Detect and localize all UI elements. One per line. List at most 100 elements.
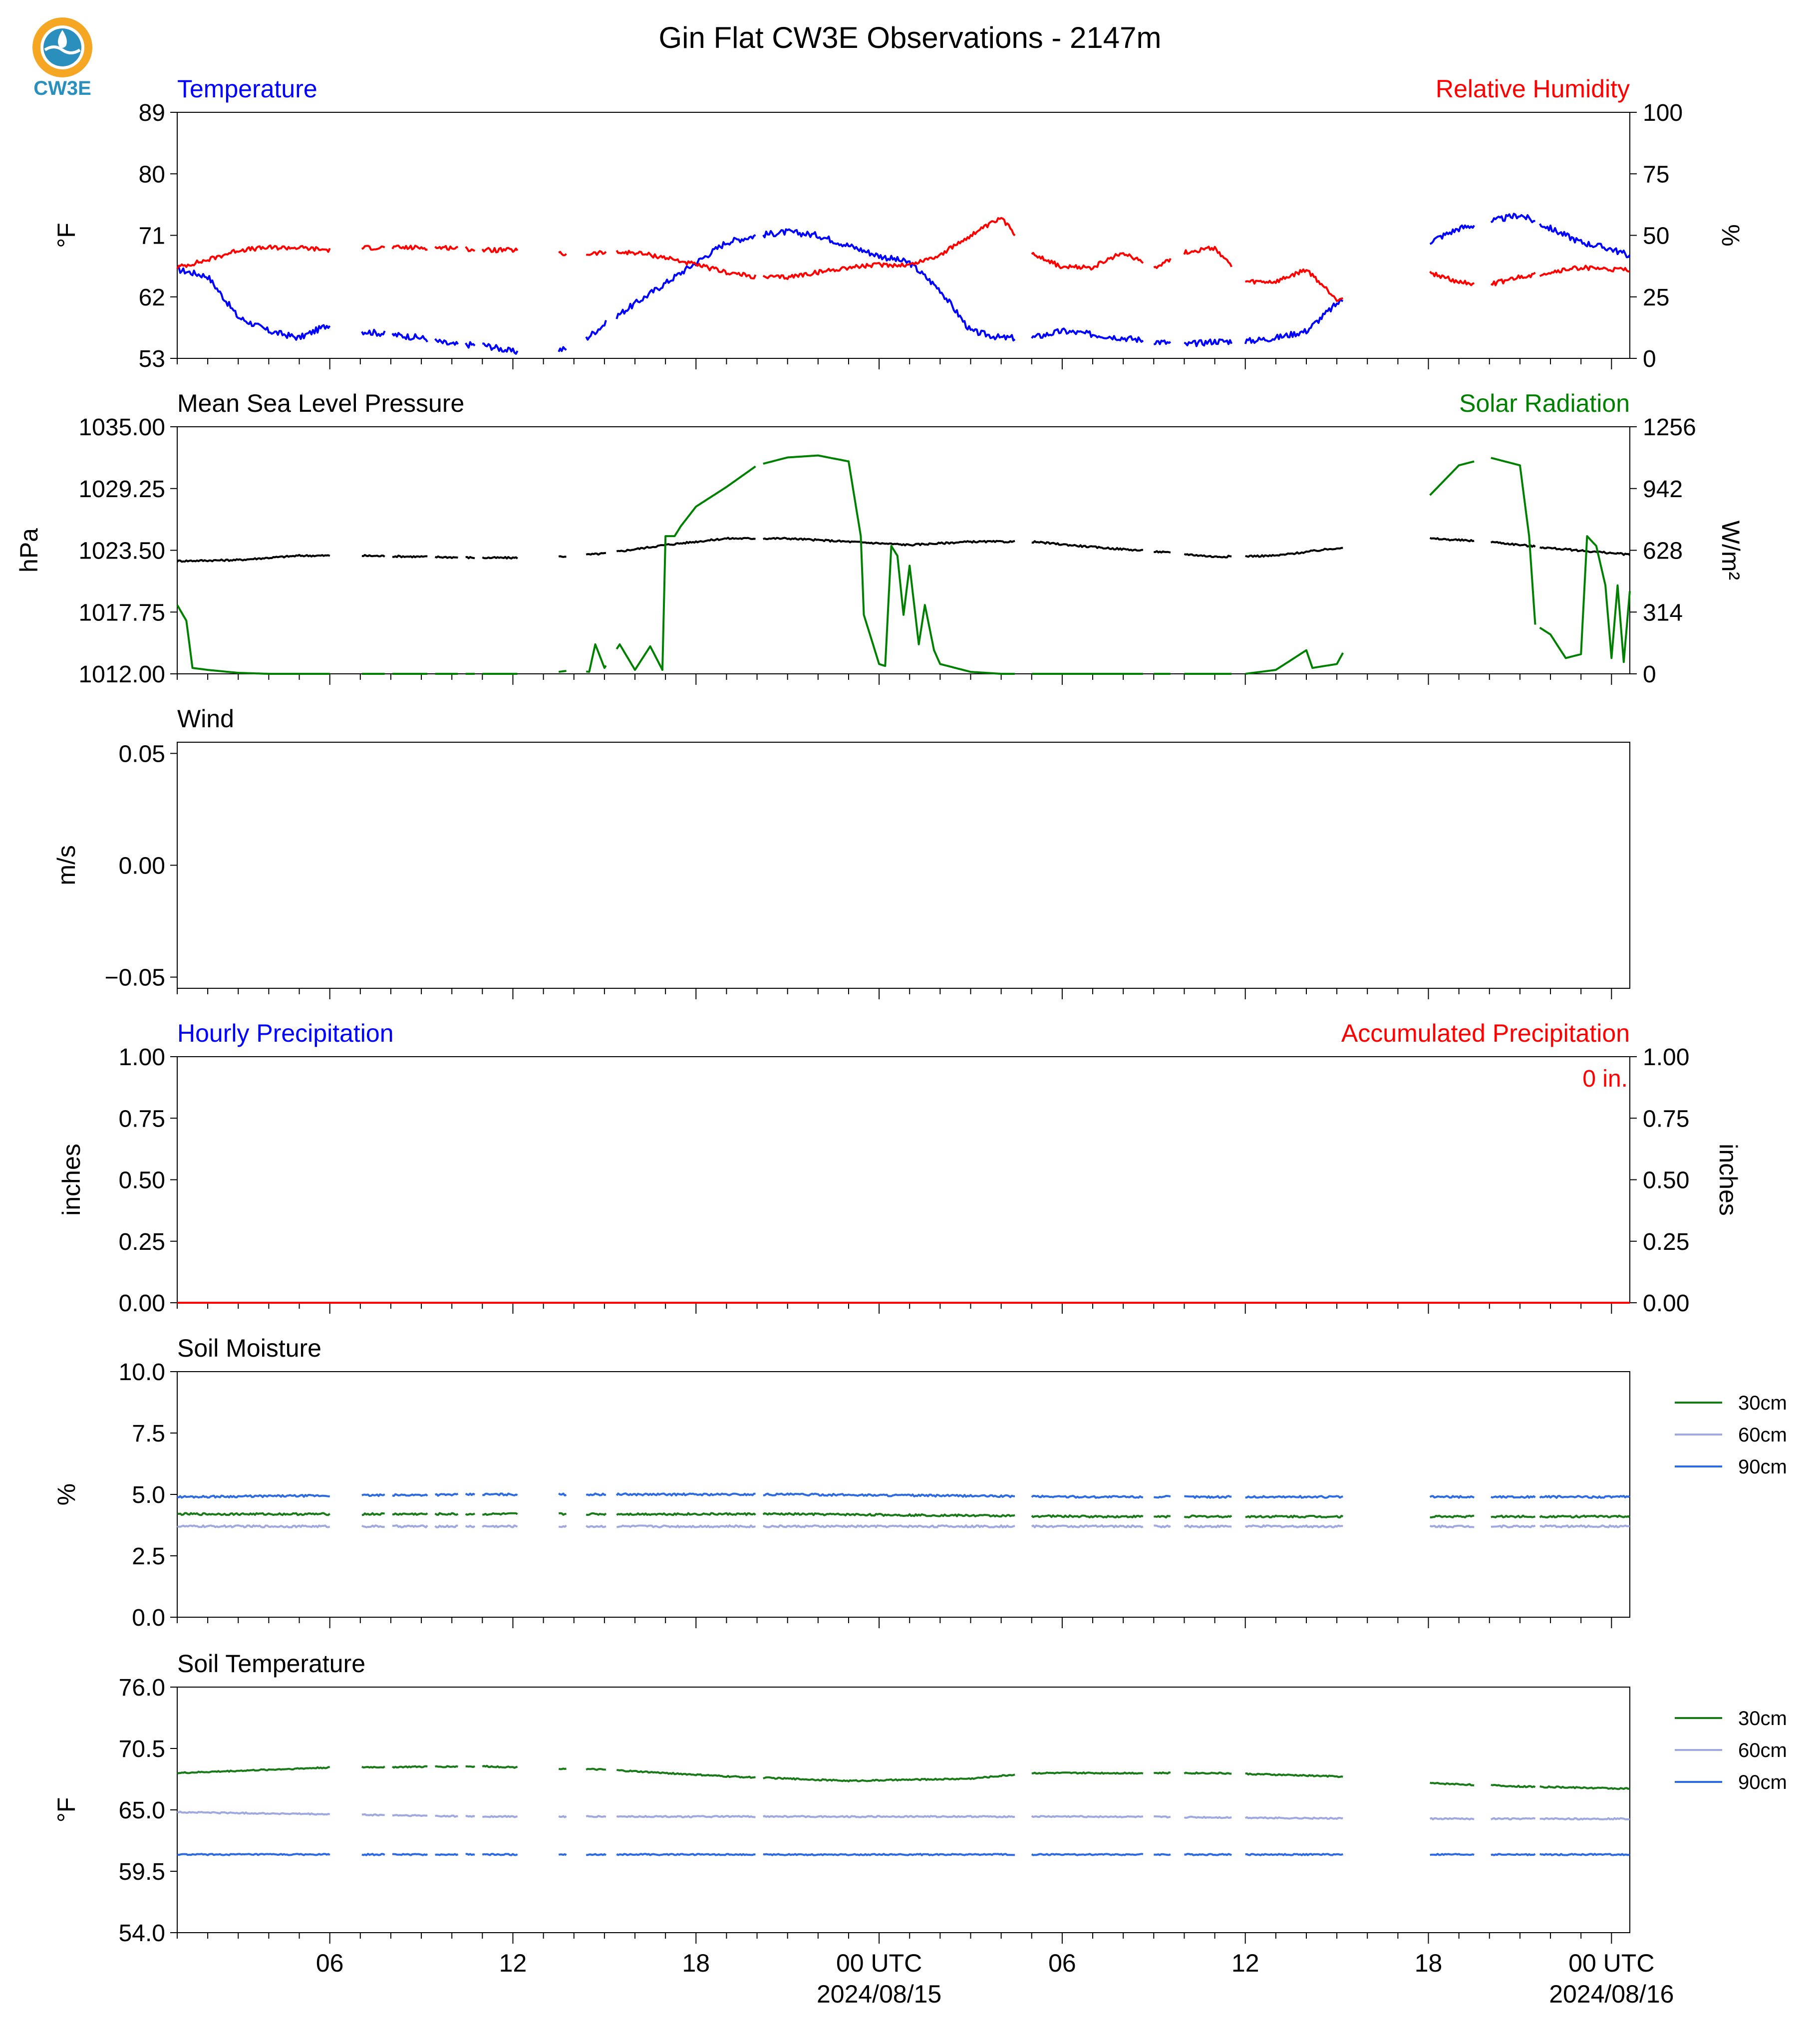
y-tick-label: 70.5 [119, 1736, 165, 1762]
panel-title-left: Soil Moisture [177, 1334, 321, 1362]
panel-title-right: Relative Humidity [1436, 75, 1630, 103]
y-right-tick-label: 0.25 [1643, 1229, 1689, 1255]
x-tick-label: 00 UTC [1568, 1949, 1654, 1977]
y-tick-label: 65.0 [119, 1797, 165, 1824]
y-tick-label: 0.75 [119, 1106, 165, 1132]
panel-title-right: Accumulated Precipitation [1341, 1019, 1630, 1047]
y-right-tick-label: 0.75 [1643, 1106, 1689, 1132]
panel-title-left: Wind [177, 705, 234, 733]
logo-drop-icon [58, 30, 67, 48]
panel-pressure: Mean Sea Level Pressure Solar Radiation 10… [15, 389, 1745, 688]
y-right-tick-label: 100 [1643, 100, 1683, 126]
y-tick-label: 0.50 [119, 1167, 165, 1194]
x-tick-date-label: 2024/08/16 [1549, 1980, 1674, 2008]
cw3e-logo: CW3E [32, 17, 92, 99]
series-line-60cm [177, 1810, 1630, 1821]
y-tick-label: 0.00 [119, 853, 165, 879]
x-tick-label: 12 [1231, 1949, 1259, 1977]
y-tick-label: 80 [139, 161, 165, 188]
accumulated-total-label: 0 in. [1582, 1066, 1628, 1092]
y-axis-label: m/s [52, 845, 80, 885]
logo-text: CW3E [33, 77, 91, 99]
panel-wind: Wind −0.05 0.00 0.05 m/s [52, 705, 1630, 999]
y-tick-label: 5.0 [132, 1482, 165, 1508]
y-right-tick-label: 942 [1643, 476, 1683, 503]
y-tick-label: 76.0 [119, 1675, 165, 1701]
y-right-tick-label: 50 [1643, 223, 1669, 250]
y-tick-label: 62 [139, 285, 165, 311]
series-line-60cm [177, 1524, 1630, 1528]
panel-title-left: Soil Temperature [177, 1650, 365, 1678]
y-tick-label: 0.25 [119, 1229, 165, 1255]
y-right-tick-label: 0.50 [1643, 1167, 1689, 1194]
y-tick-label: 1.00 [119, 1044, 165, 1071]
y-right-tick-label: 0 [1643, 661, 1656, 688]
y-tick-label: 1029.25 [78, 476, 165, 503]
panel-title-left: Mean Sea Level Pressure [177, 389, 464, 417]
x-tick-date-label: 2024/08/15 [817, 1980, 941, 2008]
panel-temperature: Temperature Relative Humidity 53 62 71 80 89 °F… [52, 75, 1745, 372]
y-tick-label: 1035.00 [78, 414, 165, 441]
y-axis-label: °F [52, 223, 80, 248]
series-line-mean-sea-level-pressure [176, 537, 1631, 563]
y-tick-label: 89 [139, 100, 165, 126]
y-right-tick-label: 0 [1643, 346, 1656, 372]
plot-frame [177, 1056, 1630, 1303]
y-right-tick-label: 628 [1643, 538, 1683, 565]
series-line-90cm [177, 1853, 1630, 1856]
y-tick-label: 0.0 [132, 1605, 165, 1631]
y-tick-label: 71 [139, 223, 165, 250]
y-tick-label: −0.05 [105, 965, 165, 991]
y-axis-label: inches [57, 1144, 85, 1216]
y-axis-label: hPa [15, 528, 43, 573]
y-tick-label: 10.0 [119, 1359, 165, 1386]
legend-label: 90cm [1738, 1456, 1787, 1478]
panel-title-right: Solar Radiation [1459, 389, 1630, 417]
plot-frame [177, 112, 1630, 359]
x-tick-label: 18 [682, 1949, 710, 1977]
y-right-axis-label: inches [1714, 1144, 1742, 1216]
y-tick-label: 2.5 [132, 1543, 165, 1570]
panel-title-left: Temperature [177, 75, 317, 103]
y-right-tick-label: 25 [1643, 285, 1669, 311]
y-right-tick-label: 0.00 [1643, 1290, 1689, 1317]
panel-soil_moisture: Soil Moisture 0.0 2.5 5.0 7.5 10.0% 30cm 60cm 90… [52, 1334, 1787, 1631]
y-tick-label: 7.5 [132, 1421, 165, 1447]
legend-label: 30cm [1738, 1708, 1787, 1730]
y-tick-label: 0.00 [119, 1290, 165, 1317]
series-line-90cm [177, 1492, 1631, 1499]
legend-label: 90cm [1738, 1771, 1787, 1793]
y-tick-label: 1023.50 [78, 538, 165, 565]
y-tick-label: 1012.00 [78, 661, 165, 688]
y-tick-label: 59.5 [119, 1859, 165, 1885]
x-tick-label: 06 [1048, 1949, 1076, 1977]
series-line-30cm [177, 1764, 1630, 1790]
y-tick-label: 54.0 [119, 1920, 165, 1947]
series-line-30cm [177, 1512, 1631, 1519]
x-tick-label: 00 UTC [836, 1949, 922, 1977]
logo-ring-icon [32, 17, 92, 77]
figure-title: Gin Flat CW3E Observations - 2147m [658, 21, 1161, 54]
y-right-tick-label: 75 [1643, 161, 1669, 188]
x-tick-label: 06 [316, 1949, 344, 1977]
y-right-axis-label: % [1717, 224, 1745, 246]
y-tick-label: 0.05 [119, 741, 165, 767]
y-right-tick-label: 1.00 [1643, 1044, 1689, 1071]
plot-frame [177, 742, 1630, 989]
panel-precipitation: Hourly Precipitation Accumulated Precipit… [57, 1019, 1742, 1317]
series-line-temperature [177, 213, 1631, 355]
y-axis-label: °F [52, 1797, 80, 1823]
y-right-axis-label: W/m² [1717, 521, 1745, 580]
y-right-tick-label: 314 [1643, 599, 1683, 626]
y-tick-label: 53 [139, 346, 165, 372]
legend-label: 60cm [1738, 1739, 1787, 1761]
legend-label: 60cm [1738, 1424, 1787, 1446]
x-tick-label: 12 [499, 1949, 527, 1977]
chart-panels: Temperature Relative Humidity 53 62 71 80 89 °F… [15, 75, 1787, 2008]
series-line-solar-radiation [176, 454, 1631, 675]
y-right-tick-label: 1256 [1643, 414, 1696, 441]
y-tick-label: 1017.75 [78, 599, 165, 626]
plot-frame [177, 1687, 1630, 1933]
panel-soil_temperature: Soil Temperature 54.0 59.5 65.0 70.5 76.0 °F 06… [52, 1650, 1787, 2008]
